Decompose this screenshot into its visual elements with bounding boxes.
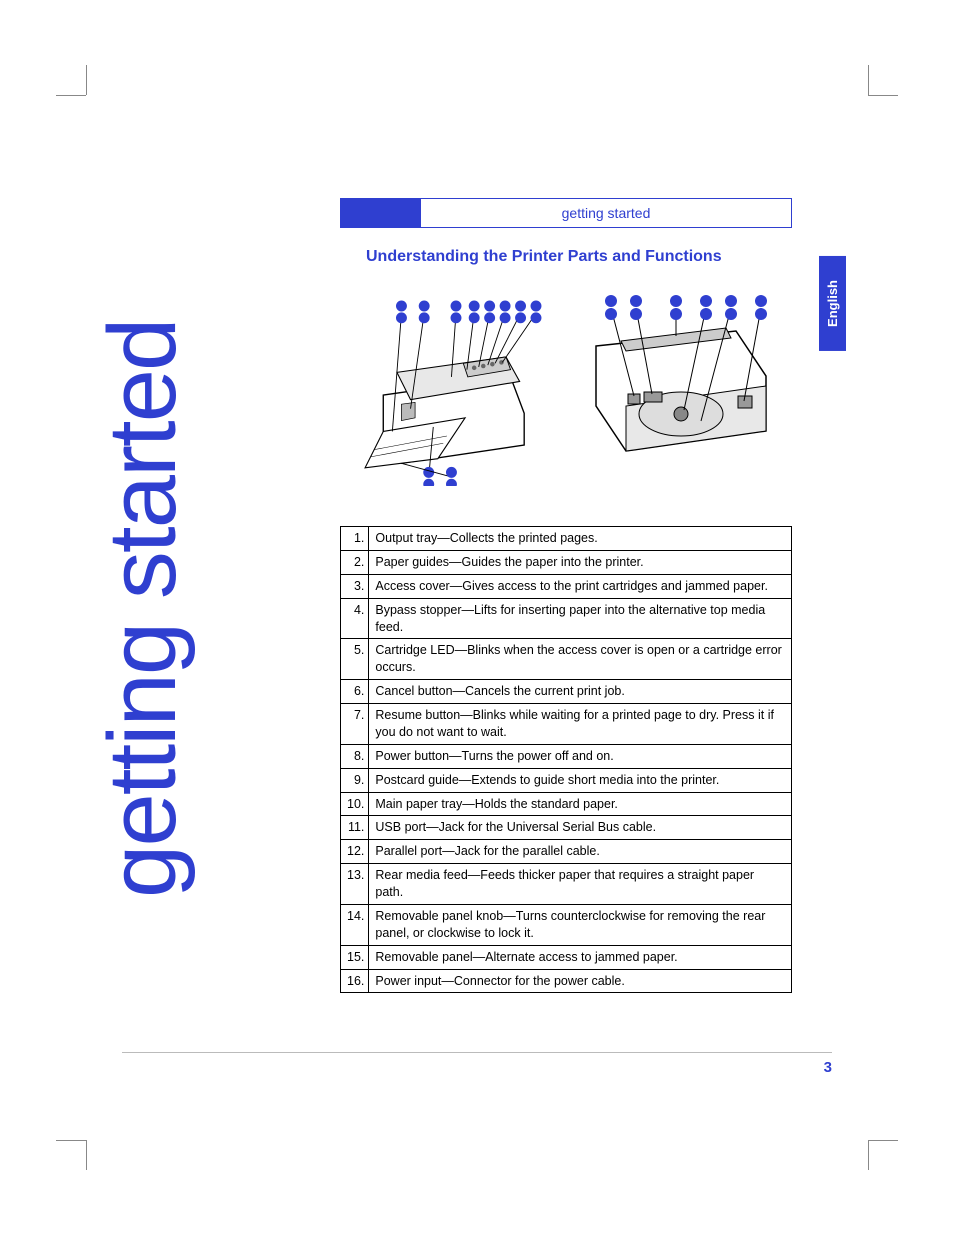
- part-description: Paper guides—Guides the paper into the p…: [369, 550, 792, 574]
- part-number: 6.: [341, 680, 369, 704]
- table-row: 5.Cartridge LED—Blinks when the access c…: [341, 639, 792, 680]
- table-row: 16.Power input—Connector for the power c…: [341, 969, 792, 993]
- table-row: 3.Access cover—Gives access to the print…: [341, 574, 792, 598]
- part-description: Access cover—Gives access to the print c…: [369, 574, 792, 598]
- table-row: 8.Power button—Turns the power off and o…: [341, 744, 792, 768]
- part-number: 16.: [341, 969, 369, 993]
- table-row: 6.Cancel button—Cancels the current prin…: [341, 680, 792, 704]
- table-row: 12.Parallel port—Jack for the parallel c…: [341, 840, 792, 864]
- part-number: 11.: [341, 816, 369, 840]
- table-row: 13.Rear media feed—Feeds thicker paper t…: [341, 864, 792, 905]
- table-row: 10.Main paper tray—Holds the standard pa…: [341, 792, 792, 816]
- part-number: 2.: [341, 550, 369, 574]
- part-description: Cartridge LED—Blinks when the access cov…: [369, 639, 792, 680]
- printer-illustration: [340, 276, 792, 496]
- header-accent-block: [341, 199, 421, 227]
- part-number: 9.: [341, 768, 369, 792]
- part-description: Cancel button—Cancels the current print …: [369, 680, 792, 704]
- table-row: 7.Resume button—Blinks while waiting for…: [341, 704, 792, 745]
- chapter-title-vertical: getting started: [102, 198, 184, 898]
- printer-front-svg: [346, 286, 566, 486]
- table-row: 9.Postcard guide—Extends to guide short …: [341, 768, 792, 792]
- part-number: 8.: [341, 744, 369, 768]
- header-label: getting started: [421, 199, 791, 227]
- part-number: 4.: [341, 598, 369, 639]
- header-bar: getting started: [340, 198, 792, 228]
- parts-table: 1.Output tray—Collects the printed pages…: [340, 526, 792, 993]
- table-row: 15.Removable panel—Alternate access to j…: [341, 945, 792, 969]
- part-description: Parallel port—Jack for the parallel cabl…: [369, 840, 792, 864]
- part-number: 1.: [341, 527, 369, 551]
- part-description: Bypass stopper—Lifts for inserting paper…: [369, 598, 792, 639]
- part-description: Rear media feed—Feeds thicker paper that…: [369, 864, 792, 905]
- footer-rule: 3: [122, 1052, 832, 1053]
- part-description: Main paper tray—Holds the standard paper…: [369, 792, 792, 816]
- part-description: Output tray—Collects the printed pages.: [369, 527, 792, 551]
- table-row: 1.Output tray—Collects the printed pages…: [341, 527, 792, 551]
- part-number: 10.: [341, 792, 369, 816]
- table-row: 2.Paper guides—Guides the paper into the…: [341, 550, 792, 574]
- page-number: 3: [824, 1059, 832, 1076]
- page-content: getting started getting started Understa…: [122, 198, 834, 993]
- table-row: 14.Removable panel knob—Turns counterclo…: [341, 904, 792, 945]
- part-description: USB port—Jack for the Universal Serial B…: [369, 816, 792, 840]
- part-description: Resume button—Blinks while waiting for a…: [369, 704, 792, 745]
- part-description: Postcard guide—Extends to guide short me…: [369, 768, 792, 792]
- printer-rear-svg: [566, 286, 786, 486]
- part-number: 15.: [341, 945, 369, 969]
- part-number: 7.: [341, 704, 369, 745]
- part-description: Power input—Connector for the power cabl…: [369, 969, 792, 993]
- part-number: 5.: [341, 639, 369, 680]
- part-description: Removable panel—Alternate access to jamm…: [369, 945, 792, 969]
- part-number: 13.: [341, 864, 369, 905]
- part-number: 12.: [341, 840, 369, 864]
- table-row: 11.USB port—Jack for the Universal Seria…: [341, 816, 792, 840]
- part-description: Power button—Turns the power off and on.: [369, 744, 792, 768]
- part-number: 14.: [341, 904, 369, 945]
- part-number: 3.: [341, 574, 369, 598]
- part-description: Removable panel knob—Turns counterclockw…: [369, 904, 792, 945]
- table-row: 4.Bypass stopper—Lifts for inserting pap…: [341, 598, 792, 639]
- section-title: Understanding the Printer Parts and Func…: [340, 248, 792, 266]
